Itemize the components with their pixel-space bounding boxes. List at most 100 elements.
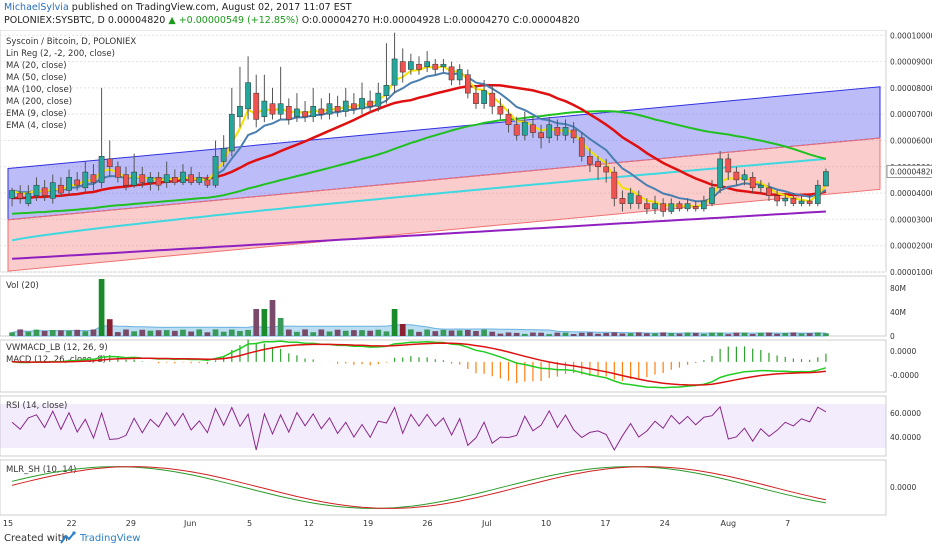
volume-bar (790, 332, 797, 336)
volume-bar (58, 330, 64, 336)
x-tick-label: 22 (66, 519, 76, 528)
x-tick-label: 19 (363, 519, 373, 528)
y-tick-label: 0.00001000 (890, 268, 932, 277)
candle-body (530, 124, 536, 133)
volume-bar (115, 332, 121, 336)
candle-body (749, 177, 756, 189)
volume-bar (326, 331, 333, 336)
mlr-line (11, 466, 826, 509)
volume-bar (25, 331, 32, 336)
volume-bar (139, 329, 146, 336)
volume-bar (611, 332, 618, 336)
candle-body (139, 174, 146, 183)
macd-title: MACD (12, 26, close, 9) (6, 355, 106, 365)
chart-area[interactable]: 0.00010000 0.00009000 0.00008000 0.00007000… (0, 30, 932, 528)
candle-body (741, 174, 748, 181)
volume-bar (701, 333, 707, 336)
volume-bar (619, 333, 626, 336)
candle-body (416, 63, 422, 70)
candle-body (359, 98, 365, 110)
volume-bar (489, 331, 496, 336)
candle-body (635, 195, 642, 204)
candle-body (115, 166, 121, 178)
candle-body (399, 61, 406, 73)
x-tick-label: 26 (422, 519, 432, 528)
candle-body (627, 192, 634, 204)
rsi-line (11, 405, 827, 452)
candle-body (228, 113, 235, 152)
x-tick-label: 24 (660, 519, 670, 528)
volume-bar (74, 329, 81, 336)
candle-body (692, 205, 699, 210)
volume-bar (188, 331, 194, 336)
candle-body (82, 171, 89, 189)
macd-tick-label: -0.0000 (890, 371, 919, 380)
candle-body (98, 156, 105, 183)
volume-bar (82, 331, 89, 336)
high-value: H:0.00004928 (372, 15, 441, 26)
x-tick-label: 7 (785, 519, 790, 528)
candle-body (123, 174, 129, 186)
legend-entry: EMA (4, close) (6, 121, 67, 131)
candle-body (310, 106, 317, 118)
candle-body (58, 184, 64, 194)
candle-body (448, 66, 455, 81)
volume-bar (204, 332, 211, 336)
volume-bar (814, 332, 821, 336)
candle-body (408, 61, 414, 70)
low-value: L:0.00004270 (443, 15, 510, 26)
candle-body (652, 203, 658, 210)
volume-bar (237, 331, 243, 336)
candle-body (285, 106, 292, 120)
footer: Created with TradingView (0, 528, 932, 550)
candle-body (253, 92, 260, 120)
publish-line: MichaelSylvia published on TradingView.c… (4, 2, 352, 13)
candle-body (90, 174, 97, 183)
legend-entry: EMA (9, close) (6, 109, 67, 119)
author-link[interactable]: MichaelSylvia (4, 2, 69, 13)
candle-body (782, 198, 789, 202)
y-tick-label: 0.00004000 (890, 189, 932, 198)
up-arrow-icon: ▲ (168, 15, 176, 26)
candle-body (33, 184, 40, 196)
legend-entry: Lin Reg (2, -2, 200, close) (6, 49, 115, 59)
symbol-line: POLONIEX:SYSBTC, D 0.00004820 ▲ +0.00000… (4, 15, 580, 26)
chart-title: Syscoin / Bitcoin, D, POLONIEX (6, 37, 136, 47)
volume-bar (9, 332, 15, 336)
volume-bar (41, 330, 48, 336)
volume-bar (497, 333, 504, 336)
pane-2 (0, 339, 887, 393)
volume-bar (245, 329, 251, 336)
tradingview-brand[interactable]: TradingView (80, 533, 141, 544)
candle-body (481, 90, 487, 104)
tradingview-logo-icon (60, 531, 76, 544)
legend-entry: MA (20, close) (6, 61, 67, 71)
volume-bar (342, 330, 349, 336)
candle-body (318, 108, 325, 115)
candle-body (766, 187, 772, 196)
candle-body (757, 184, 764, 189)
candle-body (538, 132, 544, 139)
x-tick-label: 17 (600, 519, 610, 528)
mlr-tick-label: 0.0000 (890, 483, 916, 492)
macd-signal-line (12, 342, 826, 386)
legend-entry: MA (200, close) (6, 97, 72, 107)
volume-bar (733, 332, 740, 336)
mlr-signal-line (11, 466, 827, 509)
pane-3 (0, 395, 887, 457)
candle-body (717, 158, 723, 189)
volume-bar (391, 309, 398, 336)
candle-body (513, 124, 520, 136)
candle-body (334, 106, 341, 112)
volume-bar (473, 330, 479, 336)
candle-body (660, 203, 667, 212)
volume-bar (717, 332, 723, 336)
candle-body (180, 171, 186, 183)
volume-bar (123, 329, 129, 336)
ma50-line (12, 110, 827, 215)
candle-body (269, 103, 276, 115)
candle-body (424, 61, 430, 68)
candle-body (391, 58, 398, 86)
volume-bar (546, 334, 553, 336)
candle-body (578, 137, 585, 157)
